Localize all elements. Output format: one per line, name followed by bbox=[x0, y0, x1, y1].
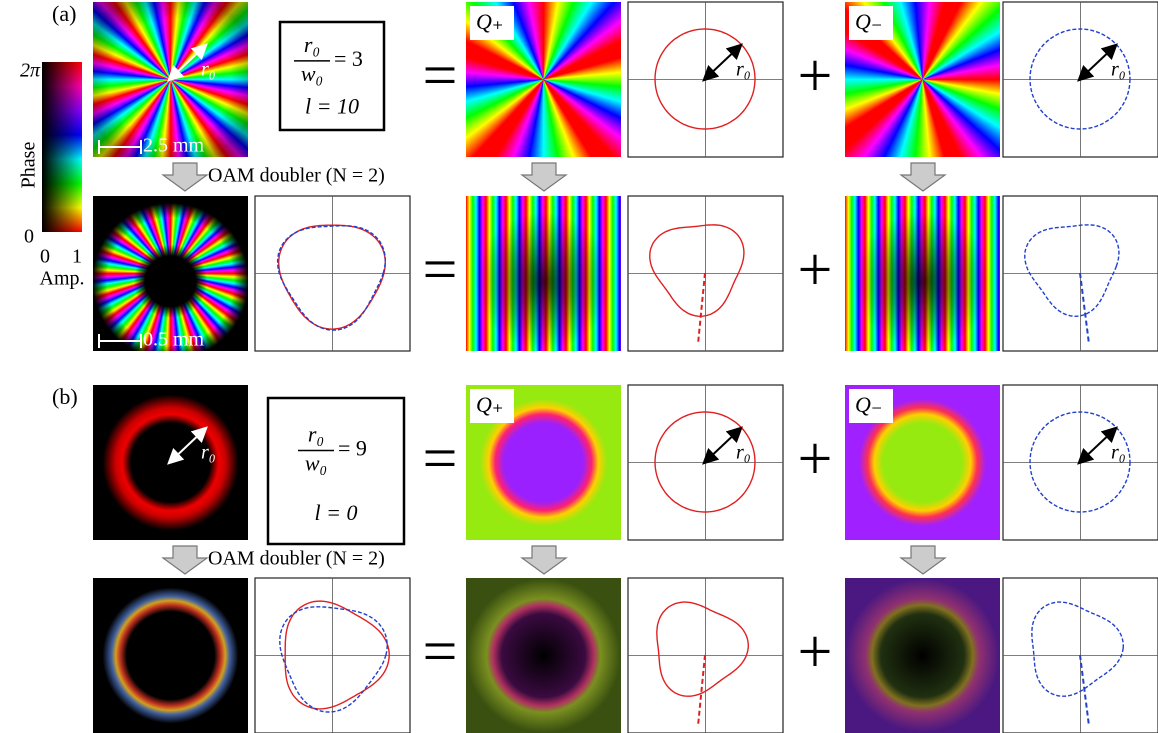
colorbar-bottom: 0 bbox=[24, 226, 34, 248]
amp-label: Amp. bbox=[40, 268, 85, 290]
ratio-value: = 9 bbox=[338, 436, 367, 461]
q-label: Q₋ bbox=[855, 9, 883, 34]
colorbar-top: 2π bbox=[20, 60, 41, 82]
step-arrow bbox=[901, 546, 945, 574]
amp-min: 0 bbox=[40, 246, 50, 268]
radius-label: r₀ bbox=[1111, 59, 1126, 81]
colorbar-label: Phase bbox=[18, 142, 40, 189]
radius-arrow bbox=[170, 46, 205, 79]
plus-sign: + bbox=[798, 618, 833, 686]
ratio-numerator: r₀ bbox=[308, 422, 324, 447]
figure-overlay: 2π0Phase01Amp.(a)r₀Q₊Q₋r₀w₀= 3l = 10=+=+… bbox=[0, 0, 1158, 733]
radius-label: r₀ bbox=[736, 59, 751, 81]
radius-label: r₀ bbox=[1111, 442, 1126, 464]
radius-label: r₀ bbox=[201, 59, 216, 81]
equals-sign: = bbox=[423, 42, 458, 110]
equals-sign: = bbox=[423, 236, 458, 304]
amp-max: 1 bbox=[72, 246, 82, 268]
plus-sign: + bbox=[798, 425, 833, 493]
ratio-numerator: r₀ bbox=[304, 32, 320, 57]
l-value: l = 10 bbox=[305, 93, 359, 118]
l-value: l = 0 bbox=[315, 500, 358, 525]
plus-sign: + bbox=[798, 42, 833, 110]
step-arrow bbox=[522, 546, 566, 574]
radius-arrow bbox=[170, 429, 205, 462]
equals-sign: = bbox=[423, 618, 458, 686]
equals-sign: = bbox=[423, 425, 458, 493]
step-label: OAM doubler (N = 2) bbox=[208, 548, 385, 570]
plus-sign: + bbox=[798, 236, 833, 304]
ratio-value: = 3 bbox=[334, 46, 363, 71]
step-arrow bbox=[522, 163, 566, 191]
step-label: OAM doubler (N = 2) bbox=[208, 165, 385, 187]
panel-label: (b) bbox=[52, 384, 78, 409]
step-arrow bbox=[163, 546, 207, 574]
q-label: Q₊ bbox=[476, 9, 504, 34]
radius-label: r₀ bbox=[736, 442, 751, 464]
scale-label: 2.5 mm bbox=[143, 135, 205, 157]
figure: 2π0Phase01Amp.(a)r₀Q₊Q₋r₀w₀= 3l = 10=+=+… bbox=[0, 0, 1158, 733]
panel-label: (a) bbox=[52, 1, 76, 26]
q-label: Q₊ bbox=[476, 392, 504, 417]
step-arrow bbox=[163, 163, 207, 191]
radius-label: r₀ bbox=[201, 442, 216, 464]
q-label: Q₋ bbox=[855, 392, 883, 417]
scale-label: 0.5 mm bbox=[143, 329, 205, 351]
ratio-denominator: w₀ bbox=[305, 451, 327, 476]
step-arrow bbox=[901, 163, 945, 191]
ratio-denominator: w₀ bbox=[301, 61, 323, 86]
